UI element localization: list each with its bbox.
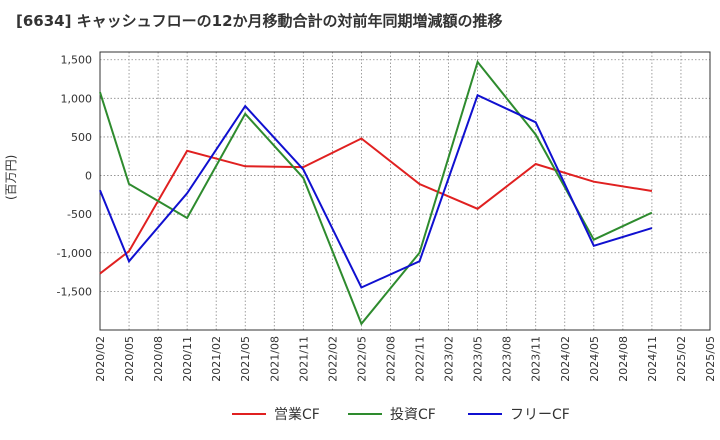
x-tick-label: 2023/05 — [472, 336, 485, 382]
x-tick-label: 2022/05 — [355, 336, 368, 382]
legend-label: フリーCF — [510, 407, 570, 423]
y-tick-label: -1,500 — [57, 285, 92, 298]
x-tick-label: 2025/05 — [704, 336, 717, 382]
y-tick-label: 0 — [85, 170, 92, 183]
x-tick-label: 2020/02 — [94, 336, 107, 382]
y-tick-label: 1,000 — [61, 92, 93, 105]
x-tick-label: 2024/11 — [646, 336, 659, 382]
x-tick-label: 2021/11 — [297, 336, 310, 382]
x-tick-labels: 2020/02 2020/05 2020/08 2020/11 2021/02 2021/… — [94, 336, 717, 382]
y-tick-labels: 1,500 1,000 500 0 -500 -1,000 -1,500 — [57, 54, 92, 299]
x-tick-label: 2020/05 — [123, 336, 136, 382]
x-tick-label: 2021/05 — [239, 336, 252, 382]
x-tick-label: 2023/02 — [443, 336, 456, 382]
x-tick-label: 2022/08 — [384, 336, 397, 382]
legend-label: 投資CF — [390, 407, 436, 423]
series-line — [99, 59, 653, 326]
x-tick-label: 2021/02 — [210, 336, 223, 382]
x-tick-label: 2024/05 — [588, 336, 601, 382]
x-tick-label: 2020/11 — [181, 336, 194, 382]
plot-frame — [99, 51, 711, 331]
x-tick-label: 2021/08 — [268, 336, 281, 382]
legend-label: 営業CF — [274, 407, 320, 423]
series-line — [99, 137, 653, 275]
x-tick-label: 2022/11 — [414, 336, 427, 382]
x-tick-label: 2024/02 — [559, 336, 572, 382]
x-tick-label: 2020/08 — [152, 336, 165, 382]
x-tick-label: 2025/02 — [675, 336, 688, 382]
y-tick-label: 1,500 — [61, 54, 93, 67]
y-tick-label: -1,000 — [57, 247, 92, 260]
y-tick-label: 500 — [71, 131, 92, 144]
grid-lines — [100, 52, 710, 330]
x-tick-label: 2023/11 — [530, 336, 543, 382]
x-tick-label: 2024/08 — [617, 336, 630, 382]
x-tick-label: 2023/08 — [501, 336, 514, 382]
chart-title: [6634] キャッシュフローの12か月移動合計の対前年同期増減額の推移 — [16, 12, 503, 30]
series-lines — [99, 59, 653, 326]
x-tick-label: 2022/02 — [326, 336, 339, 382]
y-tick-label: -500 — [67, 208, 92, 221]
series-line — [99, 93, 653, 289]
legend: 営業CF 投資CF フリーCF — [232, 407, 570, 423]
